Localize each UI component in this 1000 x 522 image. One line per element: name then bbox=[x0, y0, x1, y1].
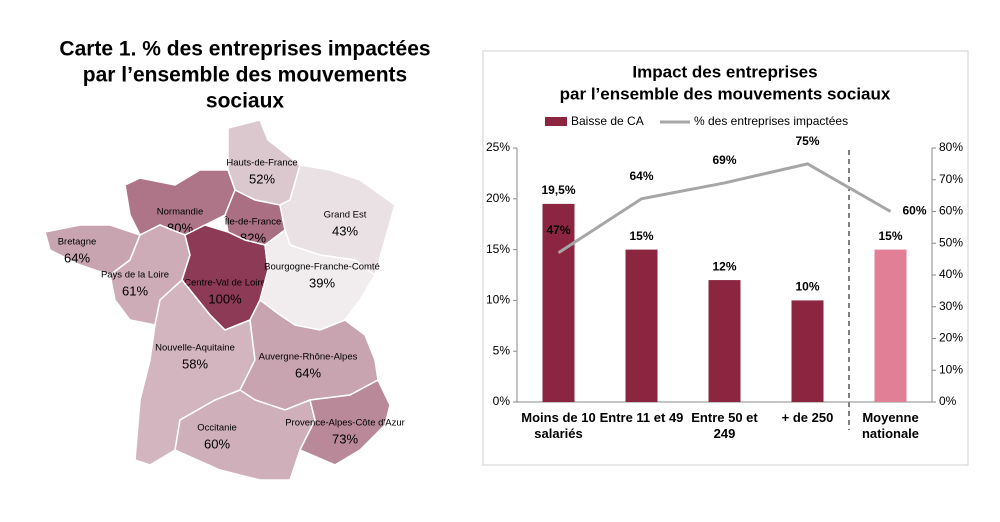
bar-value-label: 15% bbox=[878, 229, 902, 243]
line-value-label: 47% bbox=[546, 223, 570, 237]
y-tick-label: 15% bbox=[486, 242, 510, 256]
y2-tick-label: 20% bbox=[939, 331, 963, 345]
line-value-label: 75% bbox=[795, 134, 819, 148]
y2-tick-label: 10% bbox=[939, 362, 963, 376]
region-name: Grand Est bbox=[324, 210, 367, 221]
y2-tick-label: 50% bbox=[939, 235, 963, 249]
bar bbox=[542, 203, 575, 402]
x-tick-label: Entre 50 et 249 bbox=[691, 410, 758, 441]
chart-title: par l’ensemble des mouvements sociaux bbox=[560, 84, 891, 103]
bar-value-label: 12% bbox=[712, 259, 736, 273]
bar bbox=[874, 249, 907, 402]
region-name: Normandie bbox=[157, 207, 203, 218]
y2-tick-label: 30% bbox=[939, 299, 963, 313]
map-title: Carte 1. % des entreprises impactées bbox=[59, 38, 430, 61]
region-name: Hauts-de-France bbox=[226, 158, 297, 169]
y-tick-label: 10% bbox=[486, 293, 510, 307]
region-value: 39% bbox=[309, 275, 335, 290]
chart-title: Impact des entreprises bbox=[632, 62, 817, 81]
y2-tick-label: 80% bbox=[939, 140, 963, 154]
region-name: Île-de-France bbox=[224, 217, 282, 228]
x-tick-label: + de 250 bbox=[781, 410, 834, 425]
region-value: 64% bbox=[295, 365, 321, 380]
x-tick-label: Moins de 10 salariés bbox=[521, 410, 596, 441]
region-name: Provence-Alpes-Côte d'Azur bbox=[285, 418, 405, 429]
bar-value-label: 19,5% bbox=[541, 183, 575, 197]
region-name: Auvergne-Rhône-Alpes bbox=[259, 352, 358, 363]
region-value: 58% bbox=[182, 356, 208, 371]
region-value: 60% bbox=[204, 436, 230, 451]
y-tick-label: 25% bbox=[486, 140, 510, 154]
y-tick-label: 5% bbox=[493, 343, 511, 357]
line-value-label: 60% bbox=[903, 204, 927, 218]
y-tick-label: 20% bbox=[486, 191, 510, 205]
y2-tick-label: 0% bbox=[939, 394, 957, 408]
region-name: Bourgogne-Franche-Comté bbox=[264, 262, 380, 273]
region-value: 52% bbox=[249, 171, 275, 186]
bar-value-label: 15% bbox=[629, 229, 653, 243]
region-name: Nouvelle-Aquitaine bbox=[155, 343, 235, 354]
bar bbox=[625, 249, 658, 402]
map-title: par l’ensemble des mouvements bbox=[83, 64, 407, 87]
y2-tick-label: 40% bbox=[939, 267, 963, 281]
line bbox=[557, 162, 892, 255]
region-value: 64% bbox=[64, 250, 90, 265]
bar bbox=[708, 280, 741, 402]
legend-label: % des entreprises impactées bbox=[694, 114, 848, 128]
bar-value-label: 10% bbox=[795, 280, 819, 294]
x-tick-label: Moyenne nationale bbox=[861, 410, 920, 441]
region-value: 61% bbox=[122, 283, 148, 298]
line-value-label: 64% bbox=[629, 169, 653, 183]
region-value: 100% bbox=[208, 291, 242, 306]
y2-tick-label: 70% bbox=[939, 172, 963, 186]
y-tick-label: 0% bbox=[493, 394, 511, 408]
region-value: 43% bbox=[332, 223, 358, 238]
region-name: Pays de la Loire bbox=[101, 270, 169, 281]
x-tick-label: Entre 11 et 49 bbox=[599, 410, 684, 425]
region-name: Bretagne bbox=[58, 237, 97, 248]
bar bbox=[791, 300, 824, 402]
legend-swatch bbox=[545, 117, 567, 126]
map-title: sociaux bbox=[206, 90, 285, 113]
region-value: 73% bbox=[332, 431, 358, 446]
region-name: Occitanie bbox=[197, 423, 237, 434]
legend-label: Baisse de CA bbox=[571, 114, 644, 128]
region-name: Centre-Val de Loire bbox=[184, 278, 266, 289]
line-value-label: 69% bbox=[712, 153, 736, 167]
region bbox=[298, 378, 391, 466]
y2-tick-label: 60% bbox=[939, 204, 963, 218]
